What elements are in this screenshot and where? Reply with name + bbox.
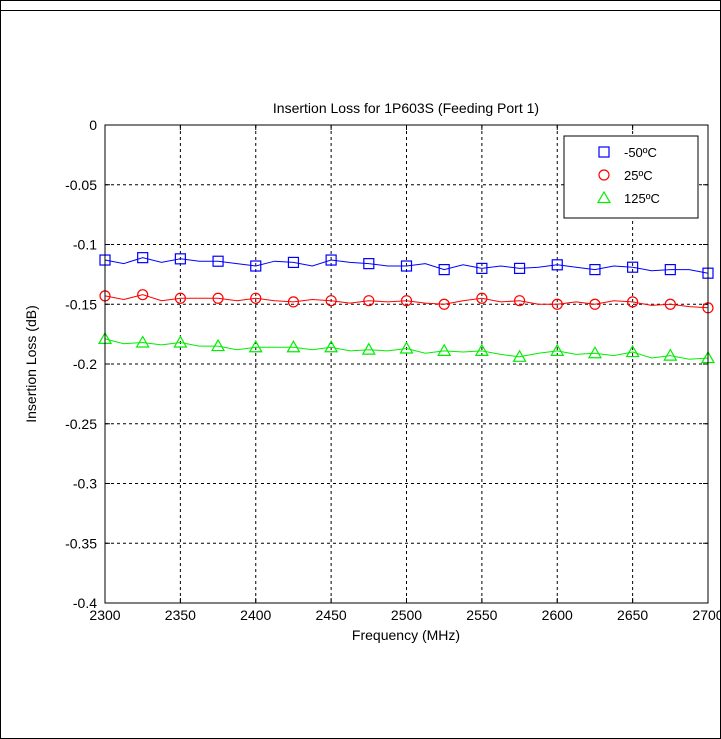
data-point <box>287 256 300 269</box>
data-point <box>250 292 262 304</box>
data-point <box>625 344 640 358</box>
series-3 <box>97 331 716 364</box>
data-point <box>476 262 488 274</box>
legend-label: -50ºC <box>624 145 657 160</box>
data-point <box>663 348 678 361</box>
data-point <box>174 253 186 265</box>
data-point <box>550 343 565 356</box>
data-point <box>664 263 676 276</box>
y-tick-label: 0 <box>89 117 97 133</box>
data-point <box>437 343 452 356</box>
data-point <box>248 340 263 353</box>
legend: -50ºC 25ºC 125ºC <box>563 135 699 219</box>
y-tick-label: -0.4 <box>73 595 97 611</box>
x-axis-label: Frequency (MHz) <box>352 627 460 643</box>
data-point <box>589 263 601 276</box>
data-point <box>589 298 601 310</box>
data-point <box>476 292 488 304</box>
data-point <box>438 263 450 276</box>
data-point <box>325 254 337 266</box>
series-layer <box>97 252 716 364</box>
data-point <box>137 289 149 301</box>
y-axis-label: Insertion Loss (dB) <box>23 305 39 423</box>
legend-marker <box>596 190 612 204</box>
data-point <box>212 255 224 267</box>
data-point <box>400 295 413 307</box>
y-tick-label: -0.25 <box>65 416 97 432</box>
data-point <box>587 346 602 359</box>
legend-label: 25ºC <box>624 168 653 183</box>
chart-title: Insertion Loss for 1P603S (Feeding Port … <box>273 100 539 116</box>
plot-border <box>104 124 709 604</box>
series-line <box>104 338 709 360</box>
x-tick-label: 2350 <box>165 607 196 623</box>
x-tick-label: 2700 <box>692 607 721 623</box>
data-point <box>363 295 375 307</box>
data-point <box>173 335 188 348</box>
data-point <box>512 349 527 362</box>
data-point <box>400 260 413 272</box>
y-tick-label: -0.3 <box>73 476 97 492</box>
y-tick-label: -0.2 <box>73 356 97 372</box>
data-point <box>287 296 300 308</box>
x-tick-label: 2600 <box>542 607 573 623</box>
legend-box <box>563 135 699 219</box>
data-point <box>135 335 150 348</box>
x-tick-label: 2450 <box>316 607 347 623</box>
x-tick-label: 2300 <box>89 607 120 623</box>
data-point <box>551 259 563 271</box>
y-tick-label: -0.05 <box>65 177 97 193</box>
x-tick-label: 2650 <box>617 607 648 623</box>
x-tick-label: 2400 <box>240 607 271 623</box>
data-point <box>399 341 414 354</box>
frame-top-divider <box>0 10 721 11</box>
x-tick-label: 2550 <box>466 607 497 623</box>
x-tick-label: 2500 <box>391 607 422 623</box>
legend-marker <box>598 146 610 158</box>
data-point <box>474 343 489 356</box>
legend-label: 125ºC <box>624 191 660 206</box>
axis-ticks: 2300 2350 2400 2450 2500 2550 2600 2650 2700 0 -0.… <box>65 117 721 623</box>
series-2 <box>99 289 714 314</box>
y-tick-label: -0.1 <box>73 237 97 253</box>
data-point <box>286 340 301 353</box>
grid-lines <box>105 125 708 603</box>
data-point <box>325 295 337 307</box>
series-line <box>104 294 709 309</box>
data-point <box>137 252 149 264</box>
data-point <box>551 298 563 310</box>
data-point <box>513 262 526 274</box>
data-point <box>174 292 186 304</box>
y-tick-label: -0.35 <box>65 535 97 551</box>
series-1 <box>99 252 714 279</box>
data-point <box>250 260 262 272</box>
y-tick-label: -0.15 <box>65 296 97 312</box>
series-line <box>104 257 709 274</box>
data-point <box>513 295 526 307</box>
data-point <box>361 342 376 355</box>
data-point <box>212 292 224 304</box>
legend-marker <box>598 169 610 181</box>
data-point <box>324 340 339 353</box>
data-point <box>438 298 450 310</box>
data-point <box>211 338 226 352</box>
data-point <box>627 296 639 308</box>
data-point <box>627 261 639 273</box>
data-point <box>664 298 676 310</box>
data-point <box>363 258 375 270</box>
